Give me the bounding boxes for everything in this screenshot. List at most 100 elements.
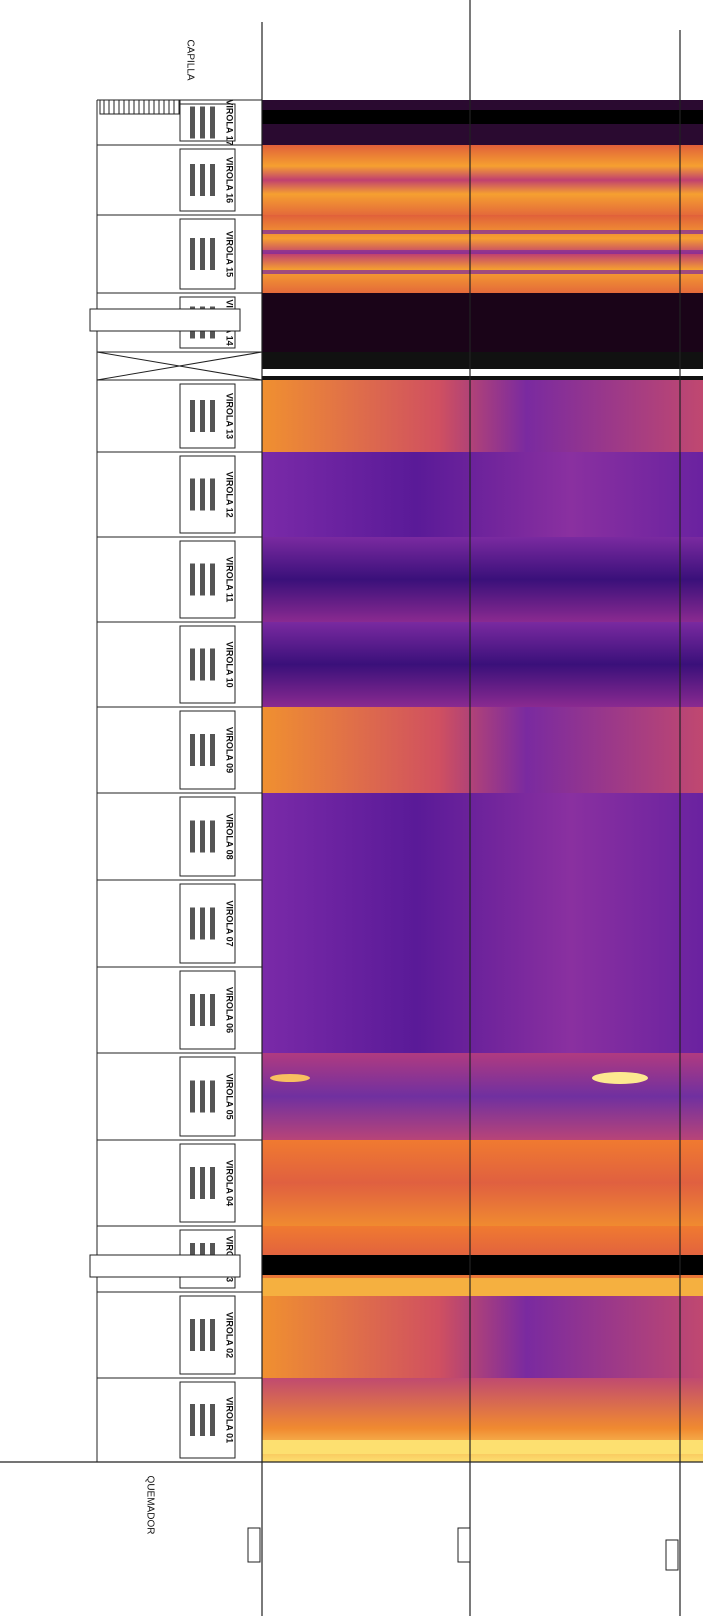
hot-band	[262, 1440, 703, 1454]
label-detail	[200, 1080, 205, 1113]
thermal-band	[262, 1140, 703, 1226]
label-detail	[210, 1080, 215, 1113]
joint-cross	[96, 351, 263, 381]
section-label: VIROLA 04	[225, 1160, 235, 1206]
thermal-band	[262, 967, 703, 1053]
label-detail	[210, 400, 215, 432]
label-box	[179, 148, 236, 212]
dark-band	[262, 110, 703, 124]
label-detail	[200, 400, 205, 432]
label-detail	[200, 994, 205, 1026]
label-detail	[190, 1080, 195, 1113]
streak	[262, 230, 703, 234]
thermal-band	[262, 880, 703, 967]
hatch	[99, 99, 181, 115]
label-detail	[210, 1404, 215, 1436]
label-detail	[200, 106, 205, 139]
hot-spot	[270, 1074, 310, 1082]
label-detail	[200, 820, 205, 853]
label-detail	[190, 478, 195, 511]
tab	[89, 1254, 241, 1278]
label-detail	[190, 994, 195, 1026]
section-label: VIROLA 13	[225, 393, 235, 439]
section-label: VIROLA 11	[225, 557, 235, 603]
section-label: VIROLA 09	[225, 727, 235, 773]
label-detail	[200, 734, 205, 766]
label-box	[179, 625, 236, 704]
section-label: VIROLA 07	[225, 900, 235, 946]
label-detail	[210, 994, 215, 1026]
label-box	[179, 970, 236, 1050]
label-box	[179, 103, 236, 142]
label-detail	[210, 734, 215, 766]
top-label: CAPILLA	[184, 39, 195, 80]
thermal-band	[262, 380, 703, 452]
label-detail	[200, 1319, 205, 1351]
thermal-band	[262, 1292, 703, 1378]
thermal-band	[262, 1053, 703, 1140]
thermal-band	[262, 793, 703, 880]
streak	[262, 250, 703, 254]
label-box	[179, 796, 236, 877]
label-box	[179, 1056, 236, 1137]
label-detail	[210, 1167, 215, 1199]
label-detail	[210, 164, 215, 196]
label-detail	[190, 907, 195, 940]
dark-band	[262, 1255, 703, 1275]
bottom-label: QUEMADOR	[144, 1476, 155, 1535]
section-label: VIROLA 17	[225, 99, 235, 145]
label-box	[179, 540, 236, 619]
section-label: VIROLA 08	[225, 813, 235, 859]
section-label: VIROLA 12	[225, 471, 235, 517]
label-detail	[210, 1319, 215, 1351]
tab	[89, 308, 241, 332]
thermal-band	[262, 452, 703, 537]
thermal-band	[262, 622, 703, 707]
joint-gap	[262, 369, 703, 376]
label-detail	[210, 478, 215, 511]
label-detail	[190, 400, 195, 432]
section-label: VIROLA 16	[225, 157, 235, 203]
label-detail	[210, 106, 215, 139]
section-label: VIROLA 02	[225, 1312, 235, 1358]
label-box	[179, 1381, 236, 1459]
label-detail	[200, 238, 205, 270]
label-detail	[190, 734, 195, 766]
label-detail	[210, 907, 215, 940]
label-detail	[190, 1404, 195, 1436]
label-detail	[200, 563, 205, 596]
thermal-band	[262, 145, 703, 215]
thermal-band	[262, 293, 703, 352]
section-label: VIROLA 15	[225, 231, 235, 277]
streak	[262, 270, 703, 274]
label-box	[179, 455, 236, 534]
label-detail	[190, 1319, 195, 1351]
label-box	[179, 218, 236, 290]
thermal-image	[262, 100, 703, 1462]
label-detail	[200, 907, 205, 940]
label-detail	[210, 820, 215, 853]
hot-band	[262, 1278, 703, 1296]
label-detail	[190, 238, 195, 270]
label-box	[179, 883, 236, 964]
label-detail	[210, 238, 215, 270]
label-detail	[200, 1167, 205, 1199]
label-detail	[200, 478, 205, 511]
label-detail	[190, 563, 195, 596]
thermal-band	[262, 707, 703, 793]
section-label: VIROLA 05	[225, 1073, 235, 1119]
label-box	[179, 710, 236, 790]
label-detail	[190, 648, 195, 681]
label-detail	[190, 820, 195, 853]
label-detail	[190, 1167, 195, 1199]
label-detail	[210, 563, 215, 596]
label-detail	[200, 164, 205, 196]
label-detail	[210, 648, 215, 681]
hot-spot	[592, 1072, 648, 1084]
section-label: VIROLA 10	[225, 641, 235, 687]
label-detail	[190, 106, 195, 139]
label-detail	[200, 1404, 205, 1436]
section-label: VIROLA 01	[225, 1397, 235, 1443]
